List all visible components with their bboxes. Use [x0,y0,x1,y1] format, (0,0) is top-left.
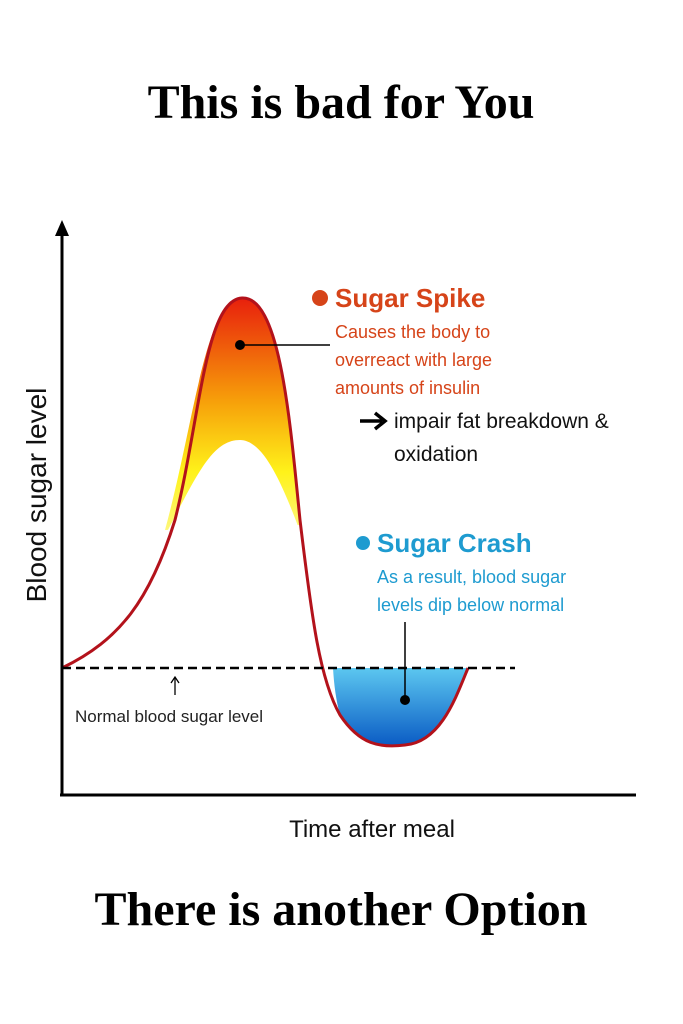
spike-inner [160,440,305,545]
crash-fill [333,668,468,746]
baseline-arrow-head [170,675,180,684]
crash-bullet [356,536,370,550]
spike-title: Sugar Spike [335,283,485,313]
effect-arrow [360,411,388,431]
x-axis-label: Time after meal [289,816,455,843]
effect-text: oxidation [394,443,478,466]
crash-text: As a result, blood sugar [377,567,566,587]
crash-pointer-dot [400,695,410,705]
blood-sugar-curve [61,296,470,748]
footer-title: There is another Option [95,883,588,936]
crash-title: Sugar Crash [377,528,532,558]
spike-text: overreact with large [335,350,492,370]
page-title: This is bad for You [148,76,535,129]
spike-bullet [312,290,328,306]
effect-text: impair fat breakdown & [394,410,609,433]
y-axis-label: Blood sugar level [21,388,52,603]
spike-text: Causes the body to [335,322,490,342]
baseline-label: Normal blood sugar level [75,707,263,726]
crash-text: levels dip below normal [377,595,564,615]
spike-text: amounts of insulin [335,378,480,398]
y-axis-arrow [55,220,69,236]
